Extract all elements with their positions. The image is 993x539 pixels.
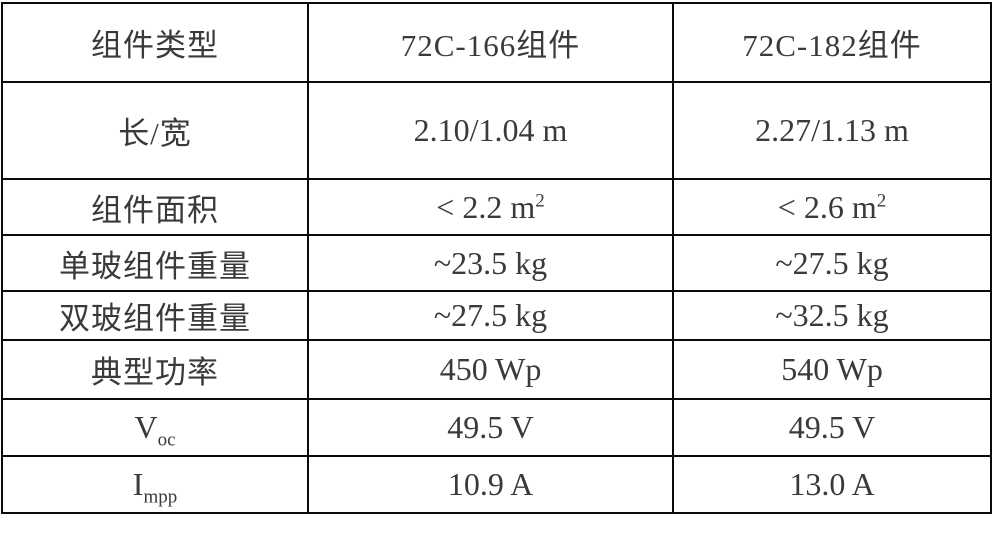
header-module-182: 72C-182组件 bbox=[672, 2, 992, 83]
table-header-row: 组件类型 72C-166组件 72C-182组件 bbox=[1, 2, 992, 83]
value-166: < 2.2 m2 bbox=[307, 178, 674, 236]
value-182: ~32.5 kg bbox=[672, 290, 992, 341]
row-label: 长/宽 bbox=[1, 81, 309, 180]
row-label: 单玻组件重量 bbox=[1, 234, 309, 292]
value-182: 540 Wp bbox=[672, 339, 992, 400]
spec-row-impp: Impp 10.9 A 13.0 A bbox=[1, 455, 992, 514]
label-symbol: I bbox=[132, 466, 144, 502]
module-spec-table: 组件类型 72C-166组件 72C-182组件 长/宽 2.10/1.04 m… bbox=[1, 2, 992, 514]
value-182: < 2.6 m2 bbox=[672, 178, 992, 236]
subscript: mpp bbox=[143, 486, 178, 508]
value-182: 13.0 A bbox=[672, 455, 992, 514]
page: 组件类型 72C-166组件 72C-182组件 长/宽 2.10/1.04 m… bbox=[0, 2, 993, 514]
row-label: 双玻组件重量 bbox=[1, 290, 309, 341]
value-166: 450 Wp bbox=[307, 339, 674, 400]
value-166: ~23.5 kg bbox=[307, 234, 674, 292]
row-label: Impp bbox=[1, 455, 309, 514]
value-166: 10.9 A bbox=[307, 455, 674, 514]
value-text: < 2.6 m bbox=[777, 188, 877, 225]
row-label: 组件面积 bbox=[1, 178, 309, 236]
label-symbol: V bbox=[134, 409, 158, 445]
subscript: oc bbox=[157, 429, 176, 451]
row-label: Voc bbox=[1, 398, 309, 457]
value-166: 2.10/1.04 m bbox=[307, 81, 674, 180]
value-182: 49.5 V bbox=[672, 398, 992, 457]
value-182: 2.27/1.13 m bbox=[672, 81, 992, 180]
spec-row-double-glass-weight: 双玻组件重量 ~27.5 kg ~32.5 kg bbox=[1, 290, 992, 341]
spec-row-dimensions: 长/宽 2.10/1.04 m 2.27/1.13 m bbox=[1, 81, 992, 180]
value-182: ~27.5 kg bbox=[672, 234, 992, 292]
spec-row-single-glass-weight: 单玻组件重量 ~23.5 kg ~27.5 kg bbox=[1, 234, 992, 292]
spec-row-area: 组件面积 < 2.2 m2 < 2.6 m2 bbox=[1, 178, 992, 236]
spec-row-typical-power: 典型功率 450 Wp 540 Wp bbox=[1, 339, 992, 400]
superscript: 2 bbox=[535, 189, 545, 211]
row-label: 典型功率 bbox=[1, 339, 309, 400]
value-166: 49.5 V bbox=[307, 398, 674, 457]
superscript: 2 bbox=[876, 189, 887, 211]
value-166: ~27.5 kg bbox=[307, 290, 674, 341]
header-module-type: 组件类型 bbox=[1, 2, 309, 83]
header-module-166: 72C-166组件 bbox=[307, 2, 674, 83]
spec-row-voc: Voc 49.5 V 49.5 V bbox=[1, 398, 992, 457]
value-text: < 2.2 m bbox=[436, 188, 536, 225]
